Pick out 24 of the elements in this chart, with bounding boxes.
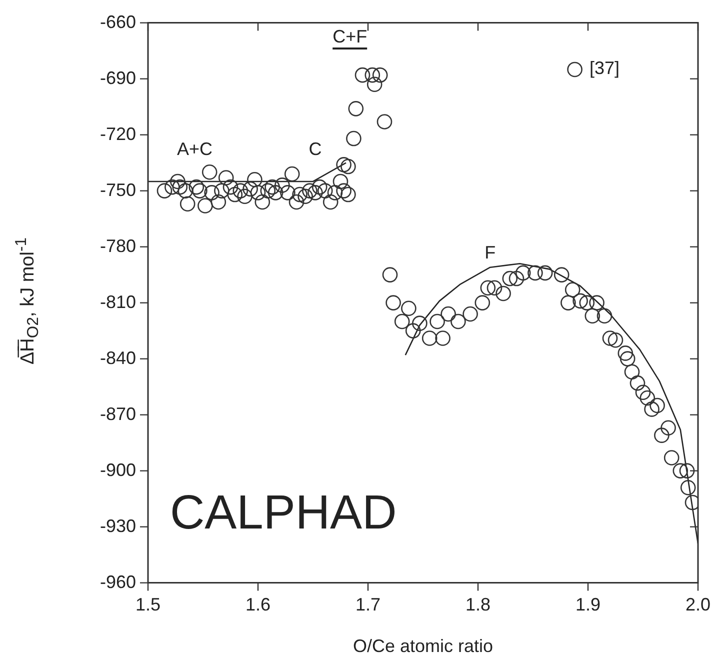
x-tick-label: 1.5 bbox=[135, 594, 161, 615]
x-tick-label: 1.9 bbox=[575, 594, 601, 615]
y-tick-label: -780 bbox=[100, 236, 136, 256]
x-tick-label: 1.7 bbox=[355, 594, 381, 615]
y-tick-label: -840 bbox=[100, 348, 136, 368]
x-tick-label: 1.8 bbox=[465, 594, 491, 615]
annotation: C+F bbox=[332, 26, 368, 48]
y-tick-label: -960 bbox=[100, 572, 136, 592]
annotation: [37] bbox=[589, 58, 620, 78]
annotation: CALPHAD bbox=[170, 486, 397, 540]
y-tick-label: -900 bbox=[100, 460, 136, 480]
y-tick-label: -660 bbox=[100, 12, 136, 32]
x-tick-label: 1.6 bbox=[245, 594, 271, 615]
y-tick-label: -690 bbox=[100, 68, 136, 88]
y-tick-label: -750 bbox=[100, 180, 136, 200]
y-tick-label: -870 bbox=[100, 404, 136, 424]
y-tick-label: -810 bbox=[100, 292, 136, 312]
y-tick-label: -930 bbox=[100, 516, 136, 536]
annotation: F bbox=[484, 242, 496, 262]
annotation: C bbox=[308, 138, 322, 159]
y-tick-label: -720 bbox=[100, 124, 136, 144]
x-axis-title: O/Ce atomic ratio bbox=[352, 636, 494, 656]
annotation: A+C bbox=[176, 138, 213, 159]
x-tick-label: 2.0 bbox=[685, 594, 711, 615]
